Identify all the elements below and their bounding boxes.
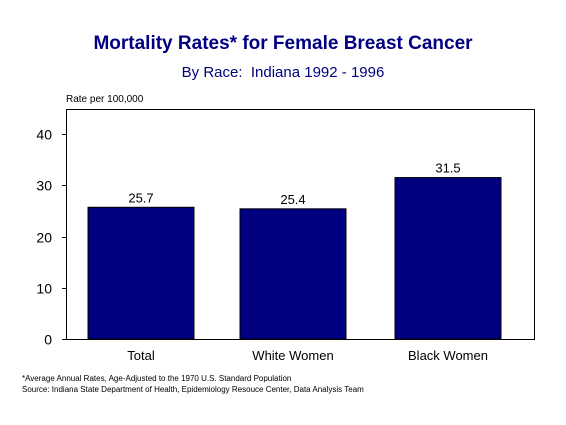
y-tick-label: 0 [44, 332, 52, 348]
footnote-note: *Average Annual Rates, Age-Adjusted to t… [22, 374, 292, 383]
y-axis-label: Rate per 100,000 [66, 94, 144, 105]
y-tick-label: 10 [36, 281, 52, 297]
y-tick-label: 20 [36, 230, 52, 246]
y-tick-label: 40 [36, 127, 52, 143]
chart-title: Mortality Rates* for Female Breast Cance… [93, 33, 473, 54]
footnote-source: Source: Indiana State Department of Heal… [22, 385, 364, 394]
bar [239, 208, 347, 340]
bar-value-label: 25.4 [280, 192, 305, 207]
chart-subtitle: By Race: Indiana 1992 - 1996 [181, 64, 385, 81]
bar-value-label: 25.7 [128, 190, 153, 205]
x-tick-label: Black Women [408, 348, 488, 363]
x-tick-label: White Women [252, 348, 333, 363]
bar [87, 206, 195, 340]
bar-value-label: 31.5 [435, 161, 460, 176]
y-tick-label: 30 [36, 178, 52, 194]
x-tick-label: Total [127, 348, 155, 363]
bar [394, 177, 502, 340]
